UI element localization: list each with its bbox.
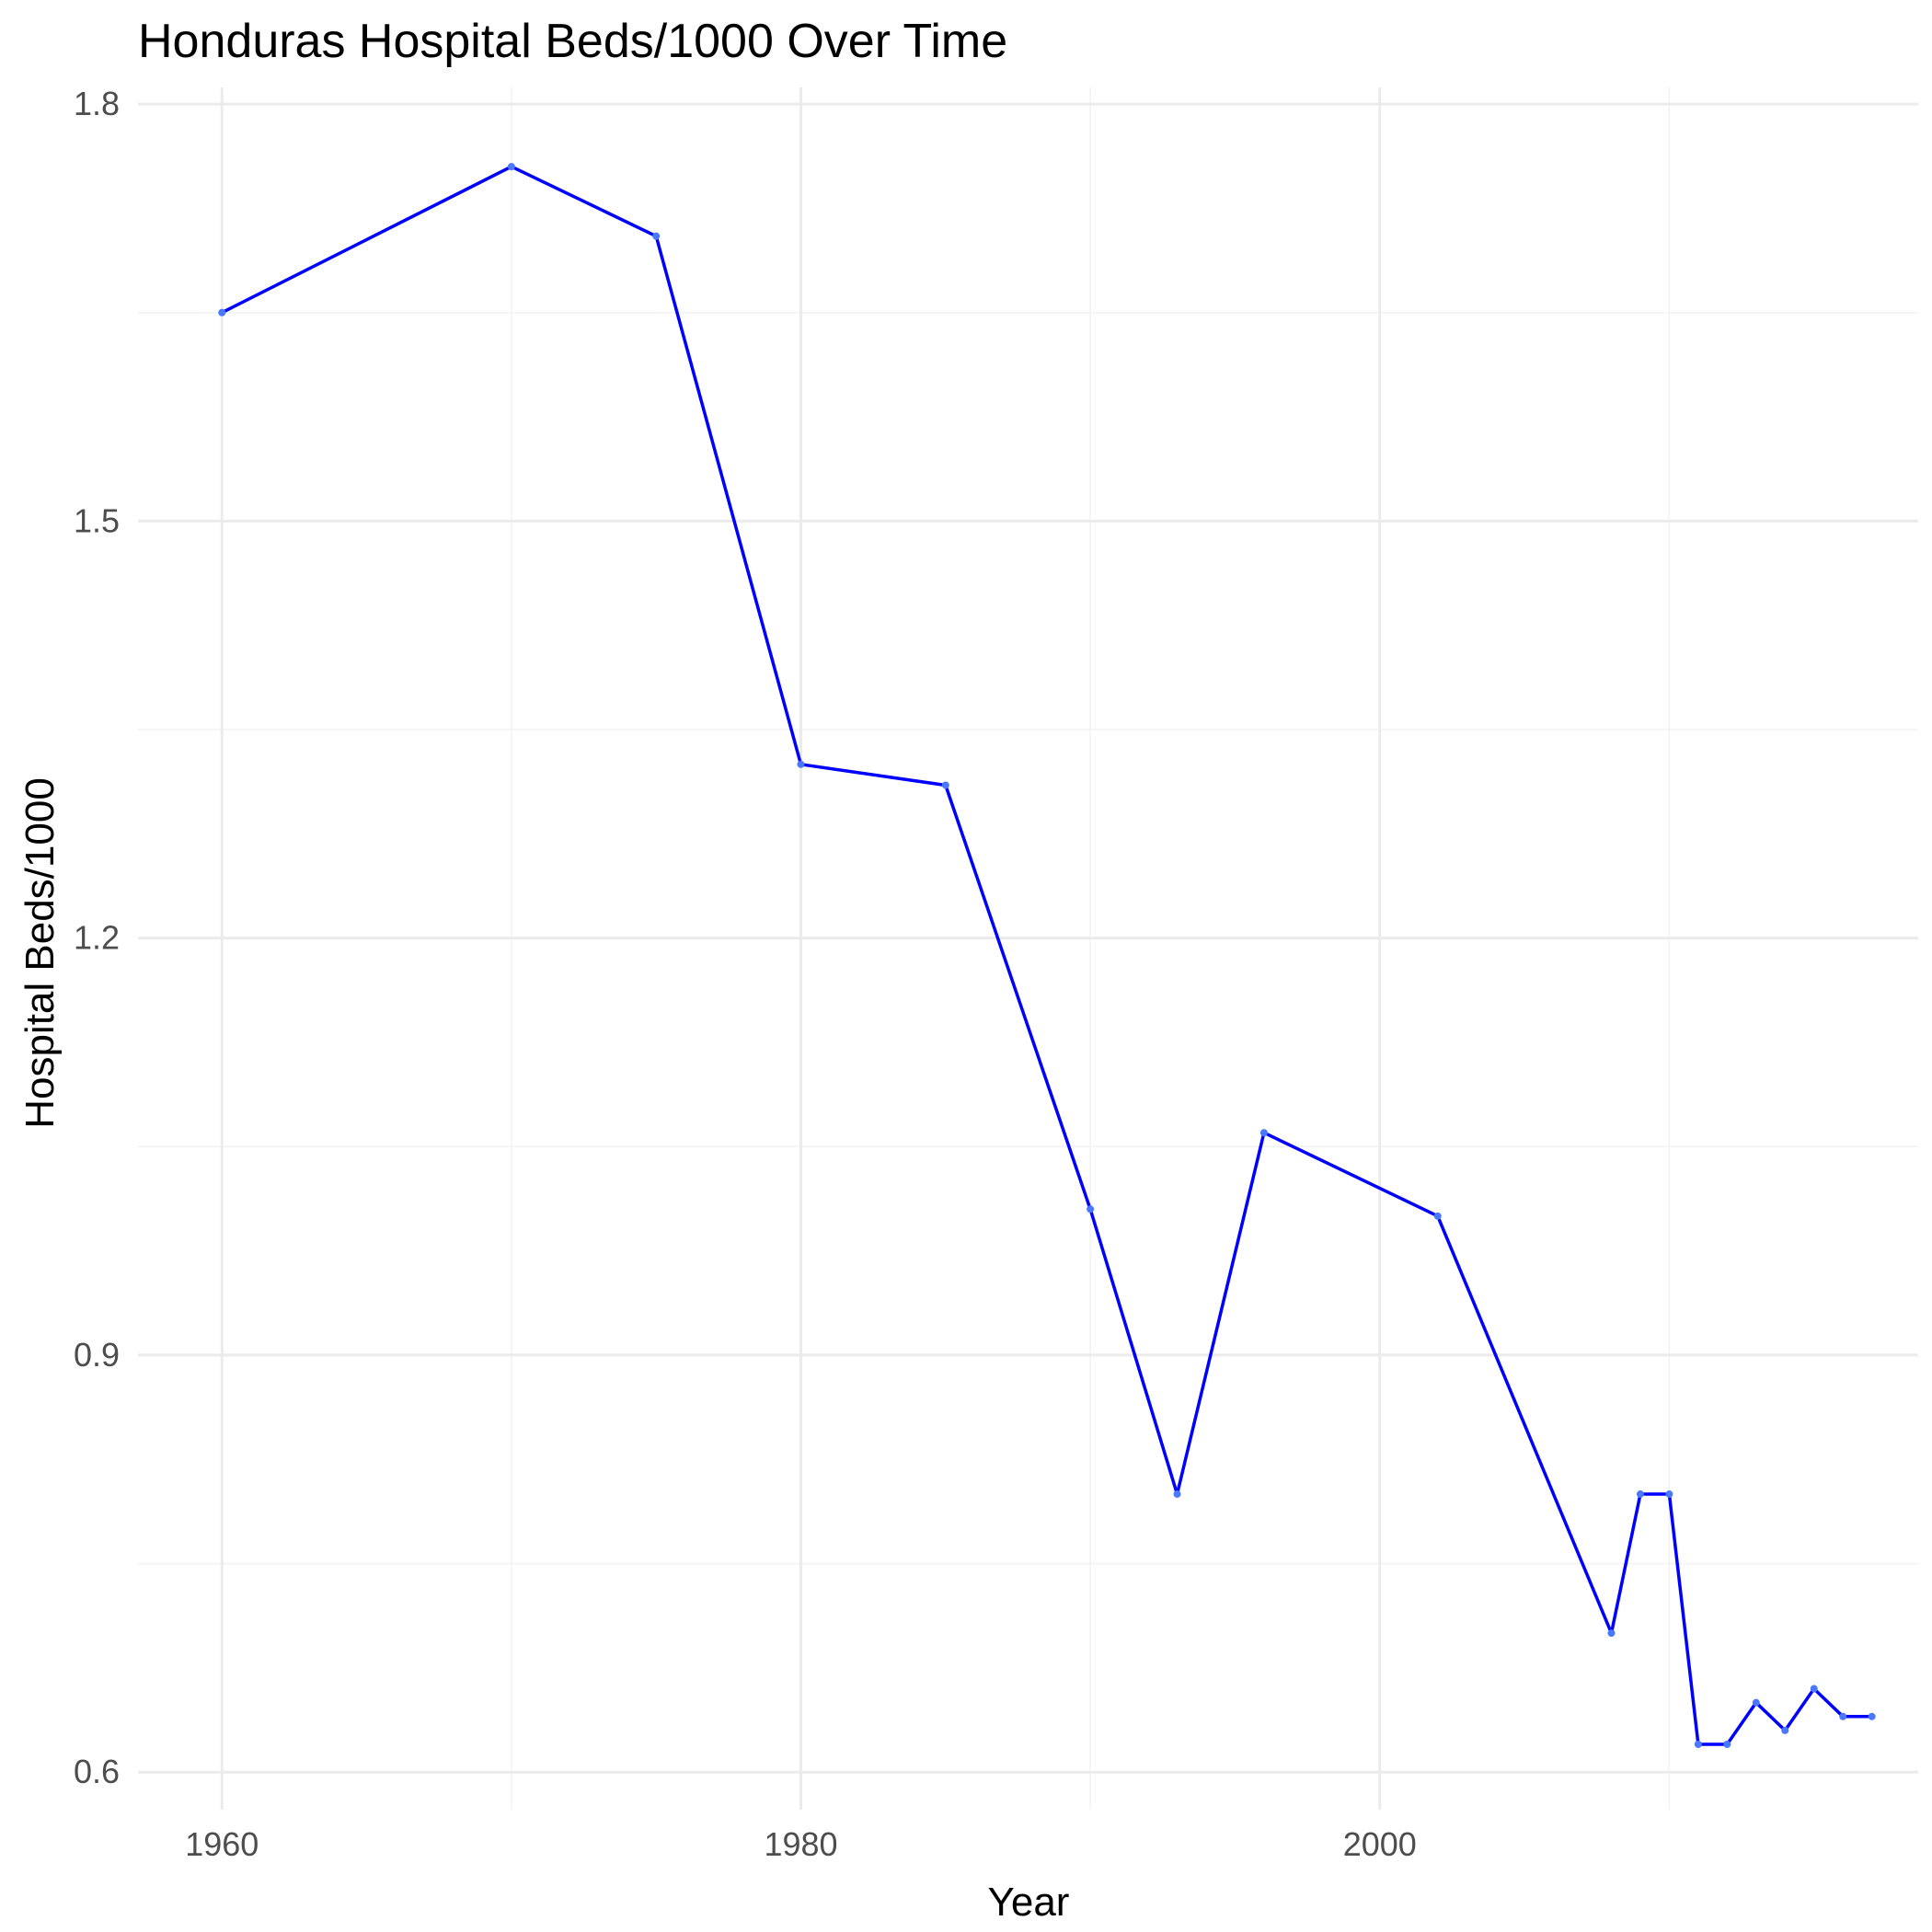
x-axis-title: Year bbox=[988, 1880, 1070, 1925]
y-tick-label: 0.9 bbox=[74, 1336, 120, 1374]
series-line bbox=[220, 165, 1874, 1746]
data-point bbox=[652, 232, 661, 240]
data-point bbox=[1665, 1490, 1673, 1499]
data-point bbox=[1694, 1740, 1702, 1748]
data-point bbox=[797, 760, 805, 768]
data-point bbox=[1173, 1490, 1181, 1499]
y-tick-label: 1.2 bbox=[74, 919, 120, 957]
data-point bbox=[1868, 1712, 1876, 1720]
data-point bbox=[1087, 1205, 1095, 1213]
x-tick-label: 1960 bbox=[185, 1825, 259, 1863]
data-point bbox=[1723, 1740, 1731, 1748]
data-point bbox=[941, 781, 949, 789]
data-points bbox=[218, 163, 1876, 1748]
y-tick-label: 0.6 bbox=[74, 1753, 120, 1790]
data-point bbox=[1752, 1698, 1760, 1707]
data-point bbox=[1607, 1629, 1616, 1638]
y-axis-tick-labels: 0.6 0.9 1.2 1.5 1.8 bbox=[74, 85, 120, 1790]
x-tick-label: 2000 bbox=[1343, 1825, 1417, 1863]
data-point bbox=[1259, 1129, 1268, 1137]
y-axis-title: Hospital Beds/1000 bbox=[17, 777, 63, 1129]
x-tick-label: 1980 bbox=[764, 1825, 837, 1863]
y-tick-label: 1.8 bbox=[74, 85, 120, 122]
data-point bbox=[1636, 1490, 1644, 1499]
data-point bbox=[1433, 1212, 1442, 1220]
y-tick-label: 1.5 bbox=[74, 501, 120, 539]
x-axis-tick-labels: 1960 1980 2000 bbox=[185, 1825, 1417, 1863]
data-point bbox=[1781, 1726, 1789, 1734]
data-point bbox=[1810, 1685, 1818, 1693]
chart-title: Honduras Hospital Beds/1000 Over Time bbox=[138, 15, 1007, 68]
data-point bbox=[1839, 1712, 1847, 1720]
plot-grid bbox=[138, 87, 1918, 1810]
data-point bbox=[507, 163, 515, 171]
data-point bbox=[218, 308, 226, 316]
